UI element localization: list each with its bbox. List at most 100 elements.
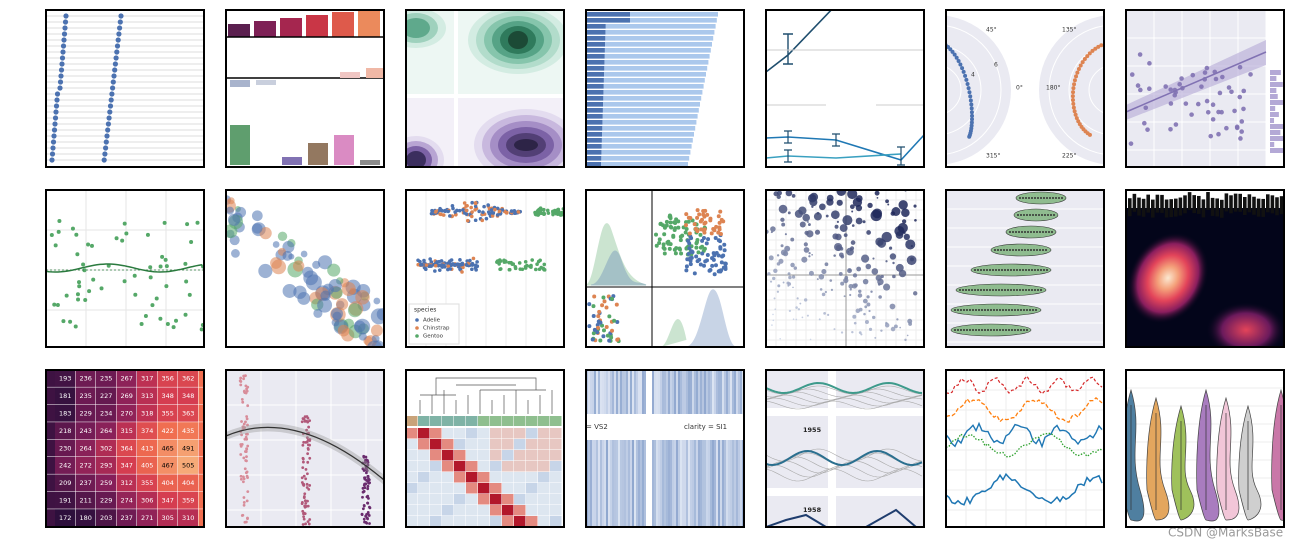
dot: [890, 211, 896, 216]
dot: [835, 244, 842, 251]
dot: [1147, 61, 1152, 66]
dot: [697, 257, 702, 262]
dot: [1001, 289, 1003, 291]
dot: [1047, 214, 1049, 216]
bar: [1270, 100, 1283, 105]
dot: [993, 309, 995, 311]
bar: [586, 84, 604, 89]
dot: [448, 259, 452, 263]
cell-label: 347: [121, 462, 133, 470]
dot: [713, 236, 718, 241]
dot: [1213, 76, 1219, 82]
cell: [430, 450, 442, 461]
dot: [480, 218, 485, 223]
dot: [688, 258, 693, 263]
cell: [478, 461, 490, 472]
dot: [1003, 249, 1005, 251]
dot: [246, 444, 250, 448]
strip: [620, 440, 622, 527]
plot-area: [406, 10, 564, 167]
dot: [443, 209, 448, 214]
dot: [688, 262, 693, 267]
strip: [736, 370, 738, 414]
cell: [454, 516, 466, 527]
strip: [730, 440, 732, 527]
cell: [478, 439, 490, 450]
dot: [54, 91, 61, 97]
dot: [808, 252, 811, 255]
dot: [602, 299, 607, 304]
bar: [586, 114, 698, 119]
violin: [1196, 388, 1220, 522]
dot: [370, 324, 383, 337]
dot: [1017, 309, 1019, 311]
dot: [185, 222, 190, 227]
dot: [712, 272, 717, 277]
cell: [178, 491, 198, 509]
cell: [502, 461, 514, 472]
color-strip: [550, 416, 562, 426]
bar: [586, 36, 606, 41]
strip: [666, 370, 668, 414]
dot: [306, 520, 310, 523]
dot: [440, 208, 445, 213]
dot: [487, 211, 492, 216]
cell-label: 235: [100, 375, 112, 383]
cell: [550, 450, 562, 461]
dot: [848, 283, 854, 289]
color-strip: [478, 416, 490, 426]
dot: [55, 303, 60, 308]
dot: [998, 289, 1000, 291]
dot: [965, 289, 967, 291]
dot: [302, 517, 306, 521]
cell: [526, 494, 538, 505]
dot: [303, 492, 307, 496]
bar: [586, 162, 601, 167]
dot: [438, 212, 442, 216]
dot: [1061, 197, 1063, 199]
plot-area: [586, 190, 744, 347]
cell: [157, 422, 178, 440]
dot: [502, 260, 507, 264]
dot: [244, 450, 248, 453]
cell-label: 422: [162, 427, 174, 435]
dot: [509, 209, 514, 213]
dot: [1143, 105, 1149, 111]
dot: [1038, 214, 1040, 216]
cell-label: 348: [182, 392, 194, 400]
bar: [1137, 197, 1141, 216]
strip: [686, 370, 688, 414]
dot: [495, 259, 500, 263]
strip: [624, 370, 626, 414]
dot: [528, 264, 532, 269]
dot: [961, 69, 966, 74]
dot: [183, 312, 188, 317]
dot: [460, 261, 465, 266]
bar: [1169, 199, 1173, 218]
dot: [242, 501, 246, 504]
dot: [657, 241, 662, 246]
dot: [1018, 249, 1020, 251]
dot: [439, 259, 444, 263]
strip: [622, 370, 624, 414]
dot: [972, 329, 974, 331]
dot: [462, 201, 467, 205]
dot: [897, 222, 908, 233]
dot: [788, 309, 792, 313]
bar: [340, 72, 360, 78]
dot: [1202, 70, 1208, 75]
cell: [550, 483, 562, 494]
plot-area: [46, 190, 204, 347]
polar-label: 180°: [1046, 85, 1060, 92]
dot: [1179, 76, 1184, 81]
plot-area: [766, 190, 924, 347]
dot: [1052, 197, 1054, 199]
dot: [1053, 214, 1055, 216]
strip: [688, 370, 690, 414]
cell: [514, 505, 526, 516]
dot: [972, 309, 974, 311]
dot: [770, 226, 776, 232]
cell-label: 191: [59, 497, 71, 505]
line: [783, 33, 793, 65]
dot: [364, 466, 368, 470]
